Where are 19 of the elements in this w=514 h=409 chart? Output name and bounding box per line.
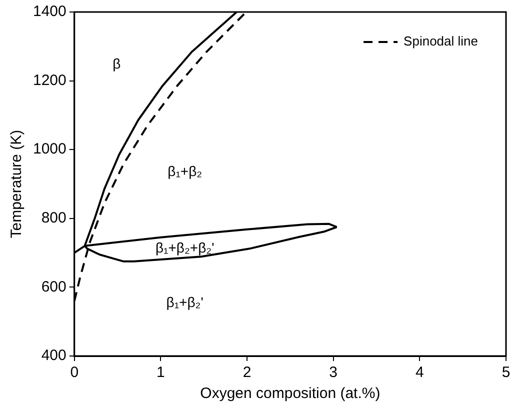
- x-tick-label: 2: [242, 364, 252, 382]
- y-tick-label: 1000: [32, 140, 66, 158]
- annotation: β: [112, 55, 121, 72]
- y-tick-label: 800: [41, 210, 66, 227]
- annotation: β₁+β₂: [168, 162, 202, 179]
- x-tick-label: 3: [329, 364, 338, 382]
- x-tick-label: 5: [502, 364, 510, 382]
- x-axis-title: Oxygen composition (at.%): [200, 385, 380, 402]
- y-tick-label: 1200: [32, 72, 66, 89]
- x-tick-label: 0: [70, 364, 79, 382]
- x-tick-label: 4: [416, 364, 424, 382]
- x-tick-label: 1: [156, 364, 165, 382]
- y-tick-label: 1400: [32, 3, 66, 20]
- legend-label: Spinodal line: [404, 34, 478, 49]
- y-tick-label: 600: [41, 278, 66, 296]
- annotation: β₁+β₂': [166, 294, 204, 310]
- y-tick-label: 400: [41, 347, 66, 364]
- y-axis-title: Temperature (K): [8, 130, 26, 238]
- annotation: β₁+β₂+β₂': [155, 240, 214, 256]
